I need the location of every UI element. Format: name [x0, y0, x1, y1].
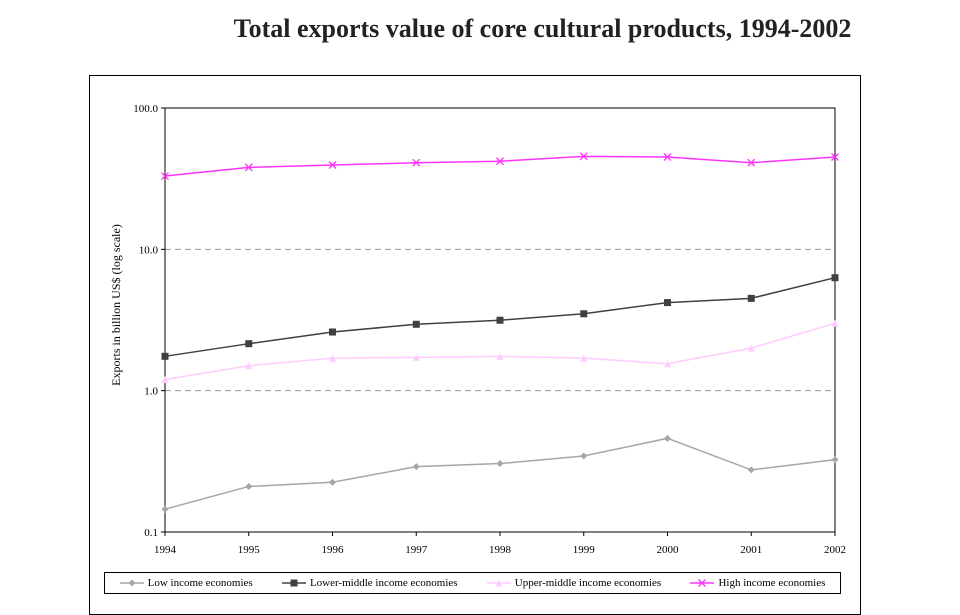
- data-point: [412, 353, 420, 361]
- data-point: [831, 274, 839, 282]
- data-point: [580, 354, 588, 362]
- data-point: [747, 158, 756, 167]
- data-point: [580, 310, 588, 318]
- legend-item: Lower-middle income economies: [281, 577, 458, 589]
- legend-item: Upper-middle income economies: [486, 577, 662, 589]
- x-tick-label: 2000: [657, 544, 680, 556]
- legend-marker: [495, 579, 503, 587]
- data-point: [831, 319, 839, 327]
- legend-swatch: [281, 579, 306, 587]
- legend: Low income economies Lower-middle income …: [104, 572, 841, 594]
- data-point: [831, 153, 839, 161]
- y-tick-label: 100.0: [133, 103, 158, 115]
- series-lines: [164, 155, 836, 510]
- data-point: [244, 163, 253, 172]
- legend-item: Low income economies: [119, 577, 253, 589]
- legend-swatch: [486, 579, 511, 587]
- legend-swatch: [119, 579, 144, 587]
- legend-label: Upper-middle income economies: [514, 577, 662, 589]
- data-point: [245, 362, 253, 370]
- data-point: [579, 152, 588, 161]
- data-point: [412, 463, 420, 471]
- x-tick-label: 1998: [489, 544, 512, 556]
- data-point: [329, 354, 336, 362]
- series-line-3: [164, 155, 836, 177]
- y-tick-label: 0.1: [144, 527, 158, 539]
- data-point: [580, 452, 588, 460]
- data-point: [663, 153, 672, 161]
- x-tick-label: 1996: [322, 544, 345, 556]
- y-axis-label: Exports in billion US$ (log scale): [109, 224, 123, 386]
- data-point: [161, 352, 169, 360]
- data-point: [245, 340, 253, 348]
- tick-labels: 0.1 1.0 10.0 100.0 1994 1995 1996 1997 1998 1999 2…: [133, 103, 846, 556]
- data-point: [664, 299, 671, 307]
- data-point: [664, 360, 671, 368]
- data-point: [161, 172, 169, 181]
- data-point: [747, 294, 755, 302]
- data-point: [329, 328, 336, 336]
- data-point: [161, 505, 169, 513]
- data-point: [747, 466, 755, 474]
- data-point: [496, 157, 504, 166]
- legend-swatch: [690, 579, 715, 587]
- data-point: [496, 352, 504, 360]
- data-point: [664, 434, 671, 442]
- data-point: [161, 375, 169, 383]
- x-tick-label: 2002: [824, 544, 846, 556]
- data-point: [245, 482, 253, 490]
- data-point: [329, 478, 336, 486]
- gridlines: [165, 248, 835, 392]
- x-tick-label: 1995: [238, 544, 261, 556]
- data-point: [328, 161, 337, 169]
- x-tick-label: 1997: [405, 544, 428, 556]
- y-tick-label: 10.0: [139, 244, 159, 256]
- legend-marker: [290, 579, 298, 587]
- data-point: [831, 456, 839, 464]
- y-tick-label: 1.0: [144, 386, 158, 398]
- legend-marker: [698, 579, 707, 587]
- data-point: [747, 344, 755, 352]
- legend-label: Lower-middle income economies: [309, 577, 458, 589]
- legend-marker: [128, 579, 136, 587]
- data-point: [412, 320, 420, 328]
- data-point: [496, 316, 504, 324]
- chart-title: Total exports value of core cultural pro…: [233, 14, 852, 43]
- series-markers: [161, 152, 839, 513]
- x-tick-label: 1994: [154, 544, 177, 556]
- legend-item: High income economies: [690, 577, 825, 589]
- legend-label: High income economies: [718, 577, 826, 589]
- series-line-2: [164, 322, 836, 381]
- data-point: [412, 158, 421, 167]
- series-line-0: [164, 437, 836, 510]
- legend-label: Low income economies: [147, 577, 253, 589]
- data-point: [496, 460, 504, 468]
- x-tick-label: 2001: [740, 544, 762, 556]
- x-tick-label: 1999: [573, 544, 596, 556]
